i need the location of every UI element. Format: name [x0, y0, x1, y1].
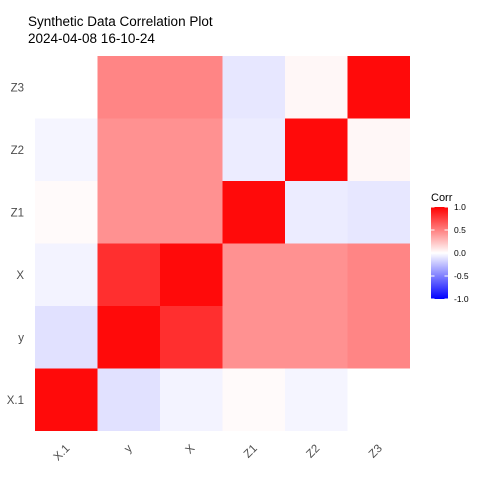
- y-tick-label: Z2: [11, 145, 24, 157]
- heatmap-cell-Z3-X: [160, 56, 223, 119]
- heatmap-cell-Z2-y: [97, 118, 160, 181]
- color-legend: Corr 1.0 0.5 0.0 -0.5 -1.0: [431, 192, 469, 304]
- heatmap-cell-Z3-Z2: [285, 56, 348, 119]
- heatmap-cell-Z1-X: [160, 181, 223, 244]
- y-tick-label: X: [16, 270, 24, 282]
- heatmap-cell-Z1-X.1: [35, 181, 98, 244]
- heatmap-cell-Z2-Z3: [347, 118, 410, 181]
- x-axis-labels: X.1 y X Z1 Z2 Z3: [52, 442, 385, 463]
- heatmap-cell-X-X: [160, 243, 223, 306]
- heatmap-cell-y-X.1: [35, 306, 98, 369]
- heatmap-cell-X.1-Z1: [222, 368, 285, 431]
- heatmap-cell-Z1-Z2: [285, 181, 348, 244]
- y-tick-label: X.1: [7, 395, 24, 407]
- heatmap-cell-y-Z3: [347, 306, 410, 369]
- legend-tick-label: 1.0: [454, 202, 466, 212]
- heatmap-cell-y-Z1: [222, 306, 285, 369]
- heatmap-cell-Z1-Z1: [222, 181, 285, 244]
- heatmap-cell-Z2-X: [160, 118, 223, 181]
- x-tick-label: Z1: [242, 443, 260, 461]
- x-tick-label: X.1: [52, 443, 73, 464]
- heatmap-cell-X.1-y: [97, 368, 160, 431]
- x-tick-label: Z2: [304, 443, 322, 461]
- heatmap-cell-y-y: [97, 306, 160, 369]
- y-tick-label: y: [18, 332, 24, 344]
- y-tick-label: Z3: [11, 82, 24, 94]
- heatmap-cell-Z3-X.1: [35, 56, 98, 119]
- heatmap-cell-Z2-Z1: [222, 118, 285, 181]
- heatmap-cell-X.1-Z3: [347, 368, 410, 431]
- x-tick-label: Z3: [367, 443, 385, 461]
- heatmap-cell-X.1-X: [160, 368, 223, 431]
- heatmap-cell-Z1-Z3: [347, 181, 410, 244]
- y-axis-labels: X.1 y X Z1 Z2 Z3: [7, 82, 25, 407]
- heatmap-cell-X.1-Z2: [285, 368, 348, 431]
- legend-tick-label: 0.5: [454, 225, 466, 235]
- x-tick-label: y: [122, 442, 135, 455]
- heatmap-cell-Z2-X.1: [35, 118, 98, 181]
- heatmap-cell-X-y: [97, 243, 160, 306]
- y-tick-label: Z1: [11, 207, 24, 219]
- heatmap-cell-X-Z2: [285, 243, 348, 306]
- chart-title: Synthetic Data Correlation Plot: [28, 14, 213, 29]
- legend-tick-label: -1.0: [454, 294, 469, 304]
- heatmap-cell-y-Z2: [285, 306, 348, 369]
- legend-tick-label: -0.5: [454, 271, 469, 281]
- heatmap-cell-y-X: [160, 306, 223, 369]
- legend-title: Corr: [431, 192, 453, 204]
- legend-tick-label: 0.0: [454, 248, 466, 258]
- heatmap-cell-X-Z3: [347, 243, 410, 306]
- heatmap-cell-Z3-Z1: [222, 56, 285, 119]
- legend-colorbar: [431, 207, 448, 299]
- heatmap-cell-X.1-X.1: [35, 368, 98, 431]
- heatmap-cell-Z2-Z2: [285, 118, 348, 181]
- heatmap-cell-X-Z1: [222, 243, 285, 306]
- heatmap-panel: [35, 56, 410, 431]
- heatmap-cell-X-X.1: [35, 243, 98, 306]
- chart-subtitle: 2024-04-08 16-10-24: [28, 31, 155, 46]
- heatmap-cell-Z1-y: [97, 181, 160, 244]
- x-tick-label: X: [183, 442, 197, 456]
- heatmap-cell-Z3-Z3: [347, 56, 410, 119]
- heatmap-cell-Z3-y: [97, 56, 160, 119]
